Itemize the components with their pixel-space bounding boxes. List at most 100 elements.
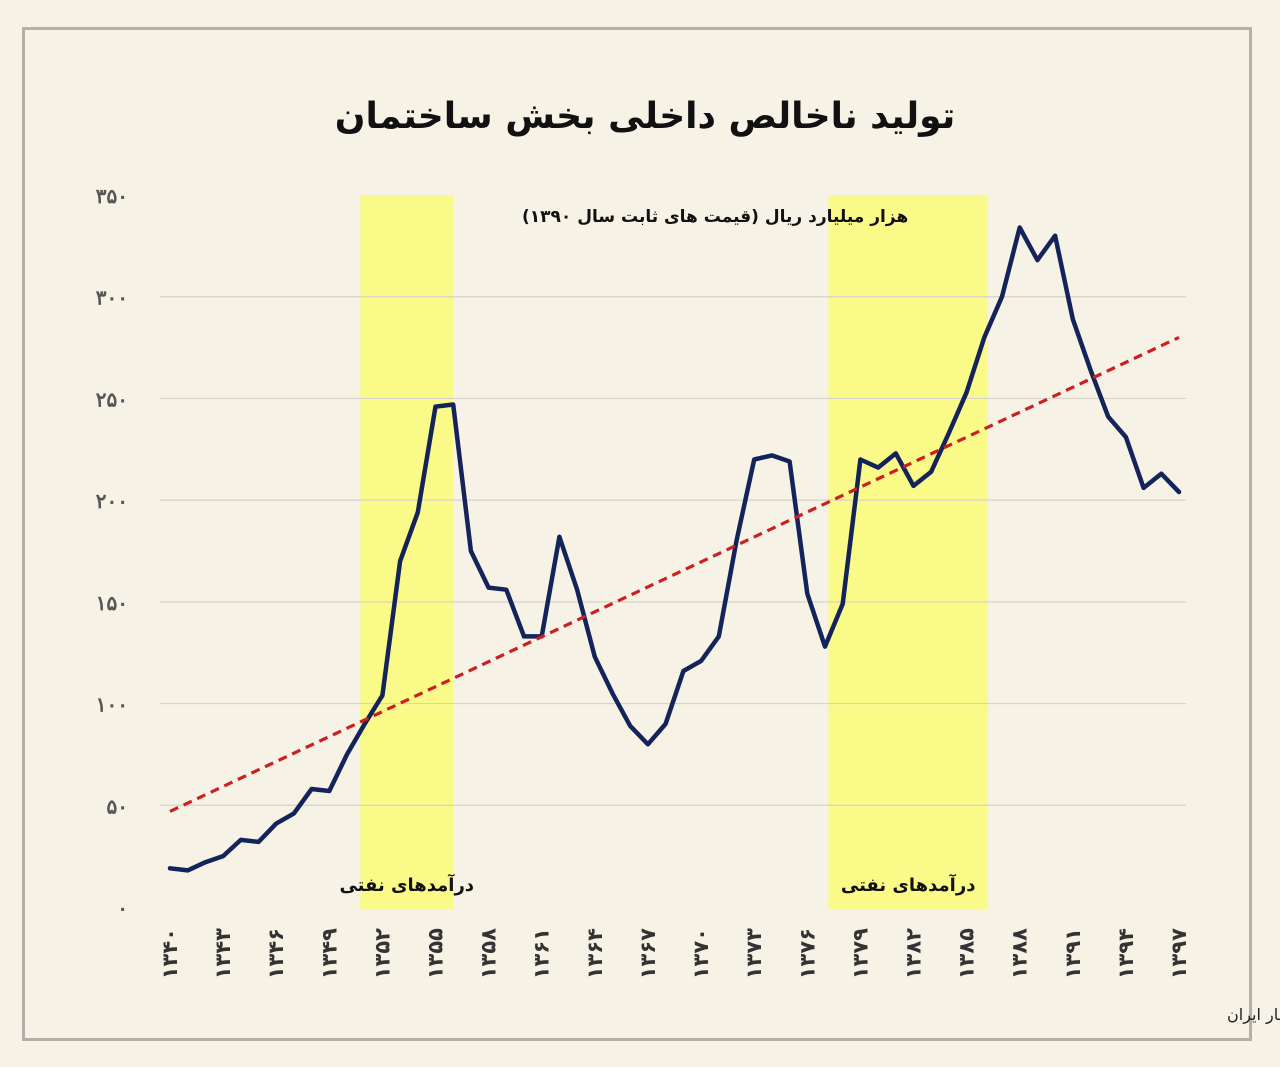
data-point: [646, 742, 650, 746]
data-point: [1000, 295, 1004, 299]
data-point: [770, 453, 774, 457]
y-tick-label: ۱۵۰: [96, 591, 128, 615]
y-tick-label: ۱۰۰: [96, 693, 128, 717]
data-point: [398, 559, 402, 563]
data-point: [699, 659, 703, 663]
x-tick-label: ۱۳۹۷: [1167, 928, 1191, 979]
data-point: [911, 484, 915, 488]
data-point: [1142, 486, 1146, 490]
x-tick-label: ۱۳۷۹: [848, 928, 872, 979]
trend-line: [169, 335, 1180, 813]
data-point: [611, 691, 615, 695]
data-point: [894, 451, 898, 455]
data-point: [628, 724, 632, 728]
x-tick-label: ۱۳۸۸: [1008, 928, 1032, 979]
data-point: [734, 539, 738, 543]
data-point: [487, 586, 491, 590]
shaded-period-1: [360, 195, 454, 910]
data-point: [504, 588, 508, 592]
shaded-period-label: درآمدهای نفتی: [841, 873, 976, 896]
data-point: [593, 655, 597, 659]
chart-title: تولید ناخالص داخلی بخش ساختمان: [335, 96, 956, 137]
y-tick-label: ۲۰۰: [96, 489, 128, 513]
x-tick-label: ۱۳۴۳: [211, 928, 235, 979]
x-tick-label: ۱۳۵۸: [477, 928, 501, 979]
y-tick-label: ۳۰۰: [96, 286, 128, 310]
data-point: [929, 470, 933, 474]
data-point: [947, 431, 951, 435]
data-point: [380, 693, 384, 697]
data-point: [469, 549, 473, 553]
data-point: [575, 588, 579, 592]
x-tick-label: ۱۳۴۶: [264, 928, 288, 979]
data-point: [965, 390, 969, 394]
grid: [160, 296, 1186, 806]
data-point: [203, 860, 207, 864]
data-point: [1018, 226, 1022, 230]
data-point: [1177, 490, 1181, 494]
shaded-periods: [360, 195, 988, 910]
data-point: [717, 634, 721, 638]
x-tick-label: ۱۳۴۹: [317, 928, 341, 979]
data-point: [257, 840, 261, 844]
y-tick-label: ۰: [117, 896, 128, 920]
data-point: [451, 403, 455, 407]
data-point: [752, 457, 756, 461]
data-point: [858, 457, 862, 461]
x-axis-ticks: ۱۳۴۰ ۱۳۴۳ ۱۳۴۶ ۱۳۴۹ ۱۳۵۲ ۱۳۵۵ ۱۳۵۸ ۱۳۶۱ ۱۳۶۴ ۱۳۶۷…: [158, 928, 1191, 979]
data-point: [557, 535, 561, 539]
band-labels: درآمدهای نفتی درآمدهای نفتی: [339, 873, 975, 896]
x-tick-label: ۱۳۶۱: [530, 928, 554, 979]
data-point: [522, 634, 526, 638]
x-tick-label: ۱۳۷۶: [795, 928, 819, 979]
data-point: [292, 811, 296, 815]
data-point: [221, 854, 225, 858]
source-note: تحلیل و استنتاج: احسان سلطانی بر اساس دا…: [1227, 1005, 1280, 1025]
x-tick-label: ۱۳۸۲: [901, 928, 925, 979]
x-tick-label: ۱۳۶۷: [636, 928, 660, 979]
y-tick-label: ۲۵۰: [96, 387, 128, 411]
x-tick-label: ۱۳۶۴: [583, 928, 607, 979]
series: [167, 225, 1182, 873]
x-tick-label: ۱۳۹۴: [1114, 928, 1138, 979]
x-tick-label: ۱۳۵۲: [370, 928, 394, 979]
data-point: [1124, 435, 1128, 439]
data-point: [681, 669, 685, 673]
data-point: [239, 838, 243, 842]
data-point: [168, 866, 172, 870]
y-axis-ticks: ۰ ۵۰ ۱۰۰ ۱۵۰ ۲۰۰ ۲۵۰ ۳۰۰ ۳۵۰: [96, 184, 128, 920]
x-tick-label: ۱۳۴۰: [158, 928, 182, 979]
data-point: [310, 787, 314, 791]
x-tick-label: ۱۳۸۵: [955, 928, 979, 979]
x-tick-label: ۱۳۷۳: [742, 928, 766, 979]
y-tick-label: ۳۵۰: [96, 184, 128, 208]
data-point: [327, 789, 331, 793]
data-point: [274, 822, 278, 826]
data-point: [1035, 258, 1039, 262]
data-point: [876, 466, 880, 470]
data-point: [1071, 317, 1075, 321]
data-point: [1053, 234, 1057, 238]
x-tick-label: ۱۳۷۰: [689, 928, 713, 979]
shaded-period-2: [828, 195, 988, 910]
x-tick-label: ۱۳۵۵: [424, 928, 448, 979]
data-line: [167, 225, 1182, 873]
y-axis-label: هزار میلیارد ریال (قیمت های ثابت سال ۱۳۹…: [522, 207, 908, 227]
data-point: [1088, 368, 1092, 372]
data-point: [841, 602, 845, 606]
data-point: [664, 722, 668, 726]
data-point: [823, 645, 827, 649]
data-point: [363, 722, 367, 726]
data-point: [345, 752, 349, 756]
chart-frame: [22, 27, 1252, 1041]
data-point: [1106, 415, 1110, 419]
data-point: [416, 510, 420, 514]
data-point: [1159, 472, 1163, 476]
y-tick-label: ۵۰: [107, 794, 128, 818]
data-point: [434, 405, 438, 409]
data-point: [788, 459, 792, 463]
data-point: [982, 335, 986, 339]
data-point: [186, 868, 190, 872]
shaded-period-label: درآمدهای نفتی: [339, 873, 474, 896]
